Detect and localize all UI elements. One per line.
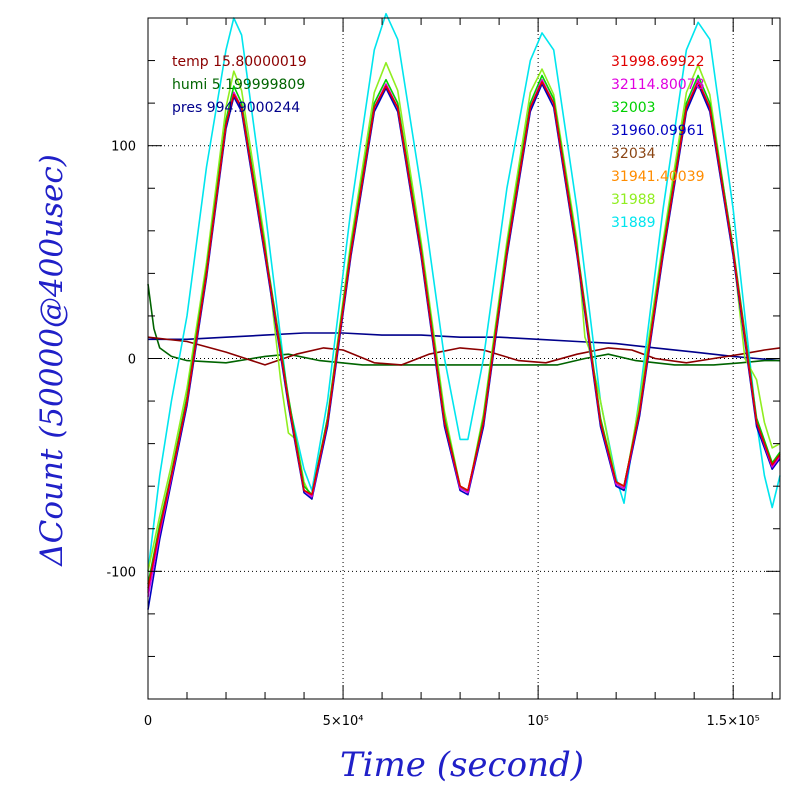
legend-env-0: temp 15.80000019 bbox=[172, 54, 307, 70]
series-line-temp bbox=[147, 336, 781, 366]
legend: temp 15.80000019 humi 5.199999809 pres 994… bbox=[172, 54, 705, 231]
y-tick-label: -100 bbox=[106, 565, 136, 580]
y-axis-label: ΔCount (50000@400usec) bbox=[34, 154, 70, 567]
x-tick-label: 0 bbox=[144, 714, 152, 729]
x-tick-label: 10⁵ bbox=[527, 714, 549, 729]
tick-marks bbox=[148, 18, 780, 699]
legend-env-2: pres 994.9000244 bbox=[172, 100, 300, 116]
legend-series-5: 31941.40039 bbox=[611, 169, 705, 185]
y-tick-label: 0 bbox=[128, 353, 136, 368]
series-line-31960-09961 bbox=[147, 83, 781, 610]
series-line-31889 bbox=[147, 12, 781, 572]
legend-series-4: 32034 bbox=[611, 146, 656, 162]
legend-series-2: 32003 bbox=[611, 100, 656, 116]
series-layer bbox=[147, 12, 781, 610]
x-tick-label: 5×10⁴ bbox=[323, 714, 364, 729]
legend-env-1: humi 5.199999809 bbox=[172, 77, 305, 93]
x-axis-label: Time (second) bbox=[340, 745, 584, 785]
y-tick-label: 100 bbox=[111, 140, 136, 155]
tick-labels: 0 5×10⁴ 10⁵ 1.5×10⁵ -100 0 100 bbox=[106, 140, 759, 729]
x-tick-label: 1.5×10⁵ bbox=[707, 714, 760, 729]
series-line-pres bbox=[148, 332, 781, 362]
series-line-humi bbox=[147, 283, 780, 366]
grid-lines bbox=[148, 18, 780, 699]
legend-series-6: 31988 bbox=[611, 192, 656, 208]
legend-series-0: 31998.69922 bbox=[611, 54, 705, 70]
series-line-31998-69922 bbox=[147, 81, 781, 589]
series-line-32003 bbox=[147, 74, 781, 585]
legend-series-3: 31960.09961 bbox=[611, 123, 705, 139]
series-line-32114-80078 bbox=[147, 78, 781, 598]
legend-series-1: 32114.80078 bbox=[611, 77, 705, 93]
legend-series-7: 31889 bbox=[611, 215, 656, 231]
